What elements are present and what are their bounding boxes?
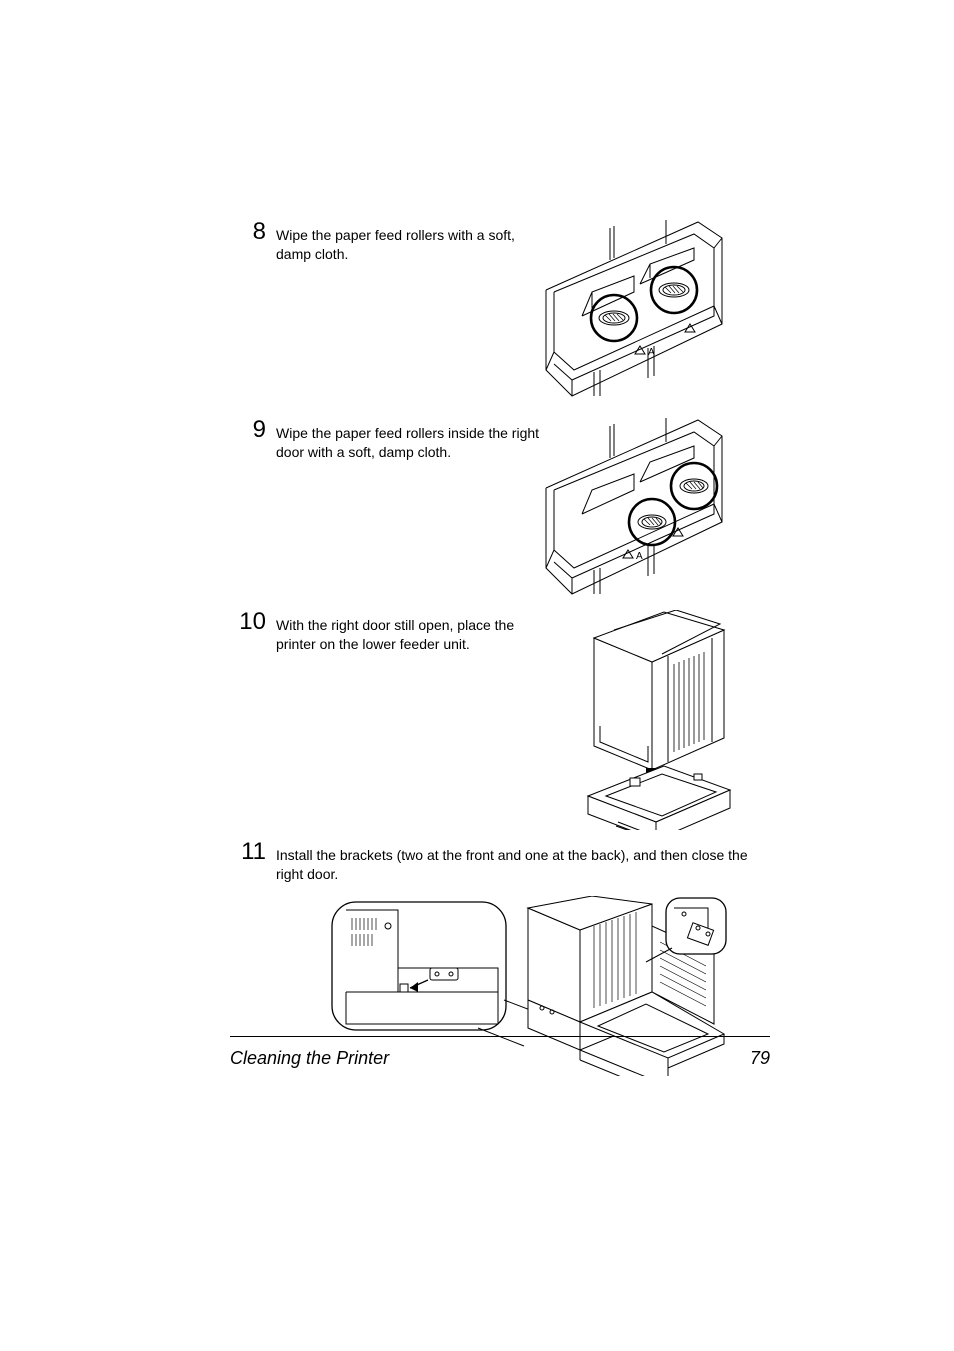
step-11: 11 Install the brackets (two at the fron… xyxy=(230,840,770,884)
label-a-front: A xyxy=(648,347,655,358)
step-10: 10 With the right door still open, place… xyxy=(230,610,540,654)
step-text: Wipe the paper feed rollers inside the r… xyxy=(276,418,540,462)
step-number: 10 xyxy=(230,610,276,634)
step-11-row: 11 Install the brackets (two at the fron… xyxy=(230,840,770,1076)
step-9-row: 9 Wipe the paper feed rollers inside the… xyxy=(230,418,770,596)
step-text: Wipe the paper feed rollers with a soft,… xyxy=(276,220,526,264)
printer-body xyxy=(594,610,724,770)
footer-title: Cleaning the Printer xyxy=(230,1048,389,1069)
illustration-step-9: A xyxy=(544,418,754,596)
page-content: 8 Wipe the paper feed rollers with a sof… xyxy=(230,220,770,1076)
illustration-step-10 xyxy=(544,610,754,830)
step-8-row: 8 Wipe the paper feed rollers with a sof… xyxy=(230,220,770,398)
illustration-step-8: A xyxy=(544,220,754,398)
lower-feeder xyxy=(588,766,730,830)
step-number: 9 xyxy=(230,418,276,442)
page-footer: Cleaning the Printer 79 xyxy=(230,1048,770,1069)
step-number: 11 xyxy=(230,840,276,864)
label-a-rear: A xyxy=(636,551,643,562)
step-text: With the right door still open, place th… xyxy=(276,610,540,654)
step-number: 8 xyxy=(230,220,276,244)
step-10-row: 10 With the right door still open, place… xyxy=(230,610,770,830)
footer-page-number: 79 xyxy=(750,1048,770,1069)
step-9: 9 Wipe the paper feed rollers inside the… xyxy=(230,418,540,462)
step-text: Install the brackets (two at the front a… xyxy=(276,840,770,884)
footer-rule xyxy=(230,1036,770,1037)
step-8: 8 Wipe the paper feed rollers with a sof… xyxy=(230,220,526,264)
